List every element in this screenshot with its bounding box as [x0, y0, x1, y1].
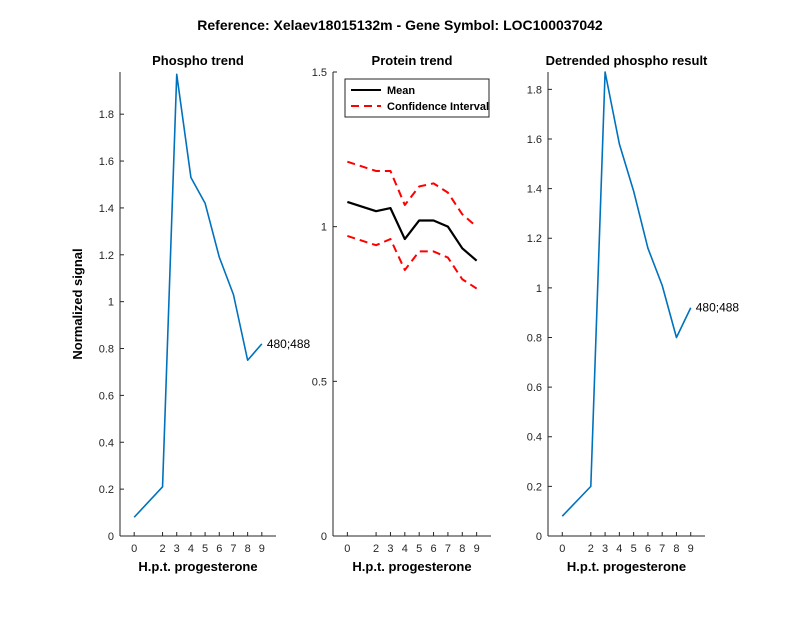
y-tick-label: 1.8 [527, 84, 542, 96]
y-tick-label: 0.2 [99, 484, 114, 496]
x-tick-label: 4 [616, 543, 622, 555]
x-tick-label: 3 [387, 543, 393, 555]
y-tick-label: 1 [108, 297, 114, 309]
x-tick-label: 5 [202, 543, 208, 555]
y-tick-label: 1.6 [99, 156, 114, 168]
series-line-1 [561, 71, 692, 517]
y-tick-label: 1.2 [99, 250, 114, 262]
x-tick-label: 5 [416, 543, 422, 555]
x-tick-label: 8 [459, 543, 465, 555]
x-axis-label: H.p.t. progesterone [567, 559, 686, 574]
chart-panel-2: Protein trend 0 0.5 1 1.5 0 2 3 4 5 6 7 8 9H.p.t. pro… [312, 53, 491, 574]
y-tick-label: 0.4 [99, 437, 114, 449]
x-tick-label: 8 [245, 543, 251, 555]
y-tick-label: 0.8 [99, 344, 114, 356]
x-tick-label: 0 [344, 543, 350, 555]
chart-panel-3: Detrended phospho result 0 0.2 0.4 0.6 0.8 1 1.… [527, 53, 740, 574]
panel-title: Detrended phospho result [546, 53, 708, 68]
y-tick-label: 0.2 [527, 481, 542, 493]
x-tick-label: 8 [673, 543, 679, 555]
y-tick-label: 1.5 [312, 67, 327, 79]
series-annotation: 480;488 [267, 337, 311, 351]
x-tick-label: 6 [216, 543, 222, 555]
y-tick-label: 0.6 [99, 390, 114, 402]
y-tick-label: 1 [536, 283, 542, 295]
x-tick-label: 9 [688, 543, 694, 555]
figure-title: Reference: Xelaev18015132m - Gene Symbol… [197, 17, 603, 33]
x-tick-label: 2 [373, 543, 379, 555]
x-axis-label: H.p.t. progesterone [352, 559, 471, 574]
series-line-2 [347, 160, 478, 228]
y-tick-label: 0 [321, 531, 327, 543]
y-tick-label: 1.6 [527, 134, 542, 146]
x-tick-label: 4 [402, 543, 408, 555]
x-tick-label: 7 [445, 543, 451, 555]
y-tick-label: 1.4 [99, 203, 114, 215]
series-line-3 [347, 234, 478, 290]
y-tick-label: 0.6 [527, 382, 542, 394]
legend: Mean Confidence Interval [344, 78, 490, 118]
y-tick-label: 0.5 [312, 376, 327, 388]
chart-panels: Phospho trend 0 0.2 0.4 0.6 0.8 1 1.2 1.4 1.6 1.8 0… [70, 53, 739, 574]
x-tick-label: 6 [645, 543, 651, 555]
legend-box [344, 78, 490, 118]
series-annotation: 480;488 [696, 301, 740, 315]
legend-label: Mean [387, 85, 415, 97]
y-tick-label: 1 [321, 222, 327, 234]
x-axis-label: H.p.t. progesterone [138, 559, 257, 574]
x-tick-label: 0 [559, 543, 565, 555]
y-tick-label: 0 [108, 531, 114, 543]
panel-title: Phospho trend [152, 53, 244, 68]
x-tick-label: 7 [230, 543, 236, 555]
x-tick-label: 9 [259, 543, 265, 555]
series-line-1 [347, 200, 478, 262]
x-tick-label: 5 [631, 543, 637, 555]
x-tick-label: 4 [188, 543, 194, 555]
series-line-1 [133, 73, 263, 518]
x-tick-label: 6 [430, 543, 436, 555]
x-tick-label: 2 [588, 543, 594, 555]
y-tick-label: 1.8 [99, 109, 114, 121]
chart-panel-1: Phospho trend 0 0.2 0.4 0.6 0.8 1 1.2 1.4 1.6 1.8 0… [70, 53, 311, 574]
legend-label: Confidence Interval [387, 101, 489, 113]
x-tick-label: 9 [474, 543, 480, 555]
x-tick-label: 7 [659, 543, 665, 555]
y-tick-label: 0 [536, 531, 542, 543]
y-tick-label: 1.2 [527, 233, 542, 245]
x-tick-label: 2 [159, 543, 165, 555]
y-tick-label: 0.8 [527, 332, 542, 344]
y-tick-label: 0.4 [527, 432, 542, 444]
x-tick-label: 3 [174, 543, 180, 555]
panel-title: Protein trend [372, 53, 453, 68]
y-axis-label: Normalized signal [70, 248, 85, 359]
x-tick-label: 3 [602, 543, 608, 555]
y-tick-label: 1.4 [527, 184, 542, 196]
x-tick-label: 0 [131, 543, 137, 555]
